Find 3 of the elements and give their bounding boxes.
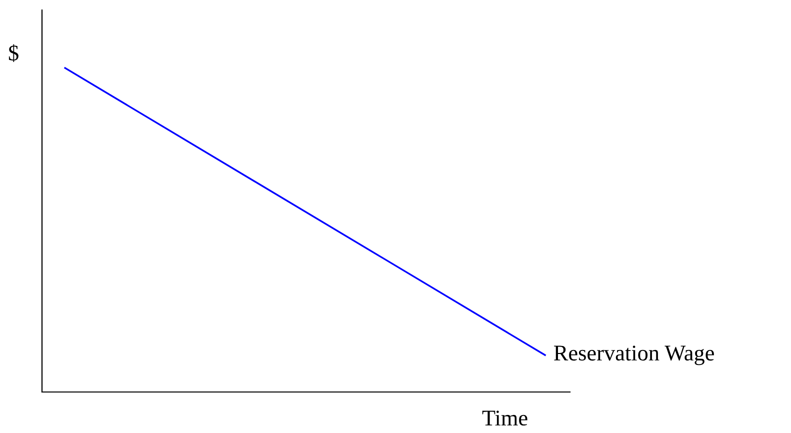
x-axis-title: Time xyxy=(482,410,528,426)
series-label: Reservation Wage xyxy=(554,346,714,366)
y-axis-title: $ xyxy=(8,44,18,62)
